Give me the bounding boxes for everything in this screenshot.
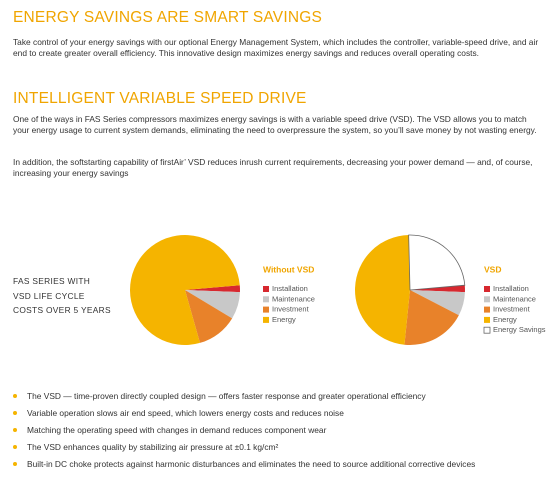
legend-label: Investment (272, 305, 310, 314)
pie-slice (185, 285, 240, 293)
heading: ENERGY SAVINGS ARE SMART SAVINGS (13, 9, 323, 26)
bullet-text: Matching the operating speed with change… (27, 425, 327, 435)
bullet-dot (13, 394, 17, 398)
legend-swatch (484, 306, 490, 313)
bullet-text: The VSD enhances quality by stabilizing … (27, 442, 279, 452)
chart-caption: FAS SERIES WITH (13, 276, 91, 286)
legend-label: Energy Savings (493, 325, 546, 334)
pie-slice (404, 290, 459, 345)
bullet-dot (13, 462, 17, 466)
pie-slice (410, 290, 465, 316)
pie-slice (185, 290, 240, 319)
legend-swatch (263, 316, 269, 323)
bullet-dot (13, 445, 17, 449)
legend-label: Installation (493, 284, 529, 293)
legend-swatch (483, 326, 491, 334)
paragraph: Take control of your energy savings with… (13, 37, 539, 58)
legend-label: Energy (493, 315, 517, 324)
bullet-dot (13, 411, 17, 415)
legend-label: Maintenance (493, 294, 536, 303)
legend-label: Investment (493, 305, 531, 314)
legend-swatch (484, 316, 490, 323)
bullet-text: The VSD — time-proven directly coupled d… (27, 391, 426, 401)
paragraph: In addition, the softstarting capability… (13, 157, 533, 178)
legend-label: Maintenance (272, 294, 315, 303)
legend-title: VSD (484, 264, 501, 274)
paragraph: One of the ways in FAS Series compressor… (13, 114, 537, 135)
bullet-dot (13, 428, 17, 432)
chart-caption: VSD LIFE CYCLE (13, 291, 85, 301)
legend-swatch (263, 296, 269, 303)
legend-label: Energy (272, 315, 296, 324)
chart-caption: COSTS OVER 5 YEARS (13, 305, 111, 315)
legend-swatch (263, 306, 269, 313)
pie-slice (410, 285, 465, 293)
bullet-text: Built-in DC choke protects against harmo… (27, 459, 476, 469)
legend-swatch (484, 296, 490, 303)
pie-slice (185, 290, 233, 343)
heading: INTELLIGENT VARIABLE SPEED DRIVE (13, 90, 307, 107)
pie-slice (130, 235, 240, 345)
legend-swatch (484, 286, 490, 292)
bullet-text: Variable operation slows air end speed, … (27, 408, 344, 418)
pie-slice (408, 234, 466, 291)
legend-swatch (263, 286, 269, 292)
legend-label: Installation (272, 284, 308, 293)
pie-slice (355, 235, 410, 345)
legend-title: Without VSD (263, 264, 314, 274)
